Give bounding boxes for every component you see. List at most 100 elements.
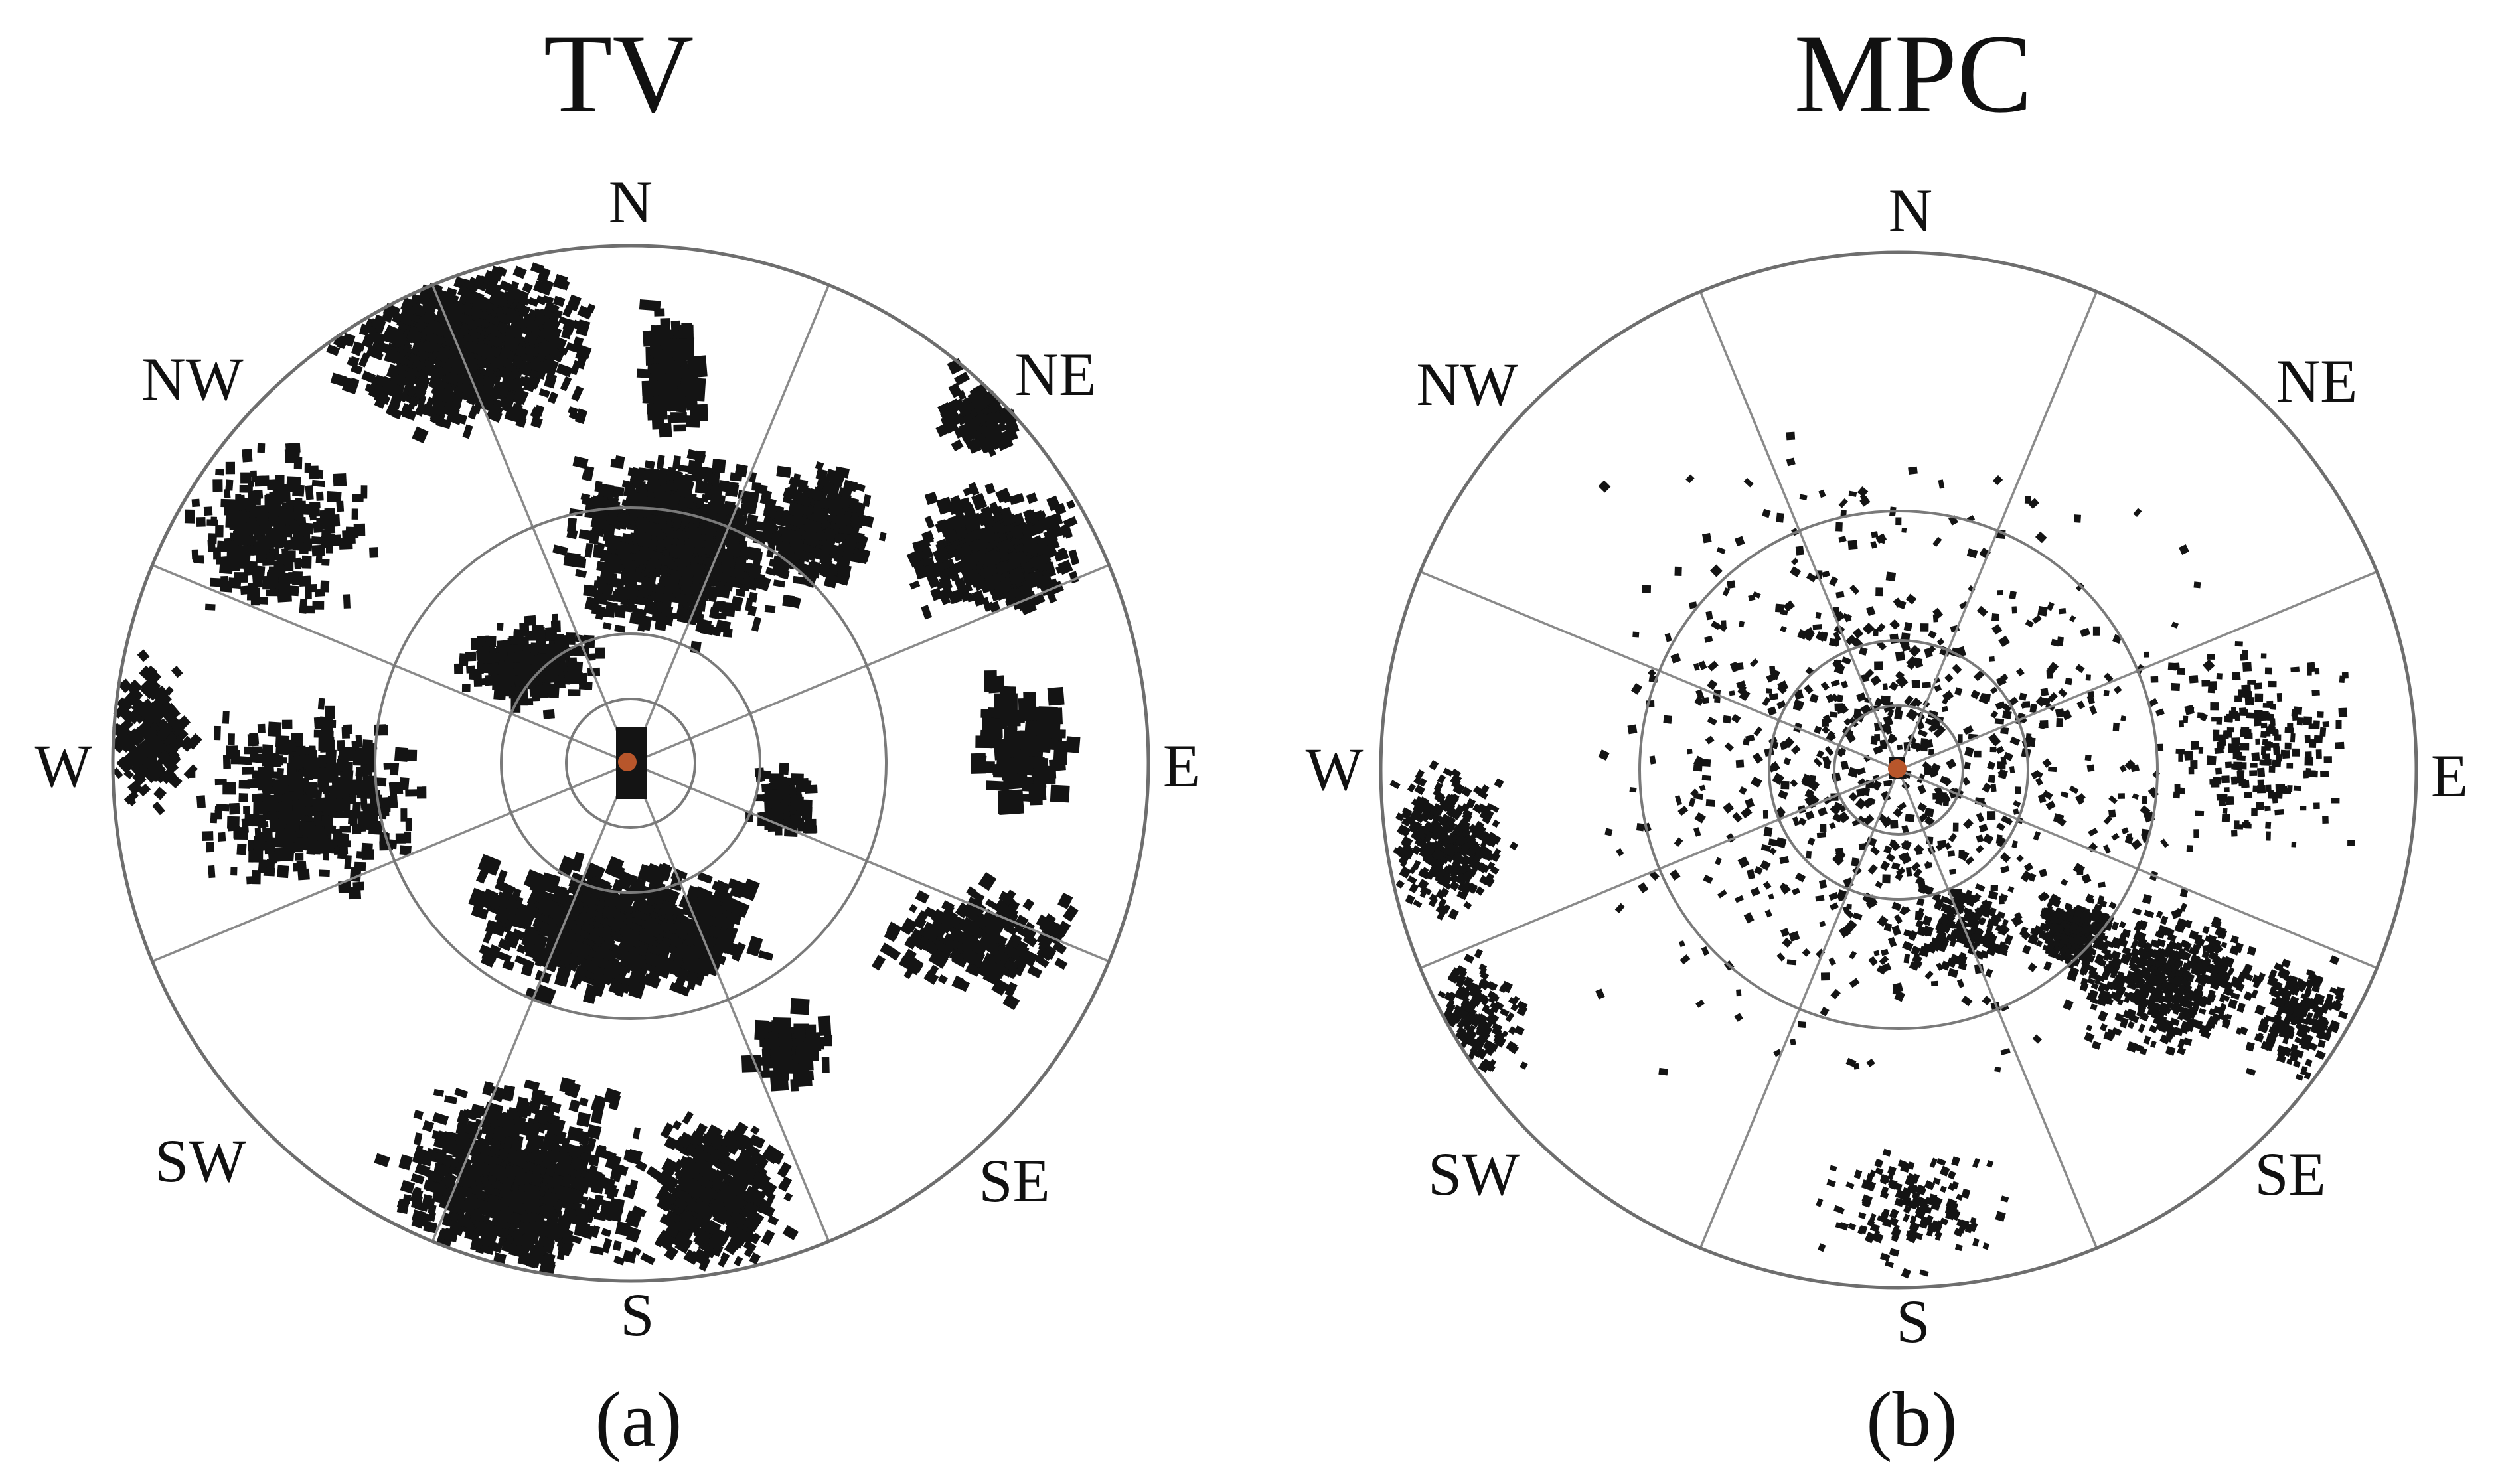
building-footprint: [757, 950, 774, 961]
building-footprint: [444, 1095, 458, 1104]
building-footprint: [275, 566, 283, 575]
building-footprint: [734, 463, 748, 478]
building-footprint: [358, 352, 370, 368]
building-footprint: [286, 815, 301, 826]
building-footprint: [676, 388, 684, 406]
building-footprint: [433, 1088, 445, 1097]
building-footprint: [210, 516, 218, 526]
building-footprint: [330, 372, 347, 387]
building-footprint: [153, 786, 167, 800]
building-footprint: [196, 795, 206, 808]
building-footprint: [535, 295, 547, 306]
building-footprint: [672, 519, 682, 529]
building-footprint: [329, 522, 336, 534]
building-footprint: [352, 494, 364, 502]
building-footprint: [726, 541, 741, 555]
building-footprint: [240, 472, 252, 484]
building-footprint: [412, 426, 429, 444]
building-footprint: [578, 1097, 589, 1107]
building-footprint: [369, 547, 379, 558]
building-footprint: [651, 611, 666, 623]
building-footprint: [612, 490, 620, 499]
building-footprint: [722, 628, 733, 638]
building-footprint: [314, 757, 327, 768]
building-footprint: [389, 762, 400, 776]
building-footprint: [676, 540, 685, 553]
building-footprint: [414, 1132, 423, 1146]
building-footprint: [309, 502, 321, 509]
building-footprint: [321, 815, 333, 827]
building-footprint: [565, 552, 581, 567]
building-footprint: [225, 745, 238, 760]
building-footprint: [253, 489, 264, 500]
building-footprint: [171, 666, 183, 678]
building-footprint: [299, 524, 308, 534]
building-footprint: [252, 521, 260, 529]
building-footprint: [252, 475, 265, 482]
building-footprint: [238, 780, 251, 789]
building-footprint: [214, 725, 221, 741]
building-footprint: [292, 484, 305, 497]
building-footprint: [299, 575, 311, 587]
building-footprint: [265, 493, 276, 508]
building-footprint: [238, 793, 248, 802]
building-footprint: [571, 385, 584, 402]
building-footprint: [284, 742, 297, 753]
building-footprint: [242, 766, 254, 775]
building-footprint: [389, 394, 402, 410]
building-footprint: [206, 842, 214, 853]
building-footprint: [614, 605, 627, 619]
building-footprint: [558, 346, 569, 356]
building-footprint: [283, 842, 295, 853]
building-footprint: [344, 769, 354, 784]
building-footprint: [299, 754, 309, 763]
building-footprint: [680, 578, 692, 591]
building-footprint: [639, 546, 652, 561]
building-footprint: [238, 534, 250, 544]
building-footprint: [339, 841, 347, 853]
building-footprint: [724, 500, 736, 512]
building-footprint: [764, 605, 776, 613]
panel-a-tv: TV N NE E SE S SW W NW (a): [35, 11, 1201, 1463]
building-footprint: [552, 295, 566, 307]
building-footprint: [591, 603, 602, 615]
building-footprint: [217, 832, 226, 842]
building-footprint: [191, 549, 199, 560]
building-footprint: [225, 479, 234, 491]
building-footprint: [230, 867, 238, 876]
building-footprint: [327, 491, 342, 503]
building-footprint: [311, 536, 325, 545]
building-footprint: [284, 557, 292, 569]
building-footprint: [262, 828, 273, 842]
building-footprint: [321, 559, 330, 566]
building-footprint: [353, 749, 367, 765]
building-footprint: [773, 579, 786, 588]
building-footprint: [921, 605, 933, 620]
building-footprint: [233, 826, 240, 839]
building-footprint: [337, 739, 345, 751]
building-footprint: [213, 547, 221, 560]
building-footprint: [613, 588, 629, 603]
building-footprint: [294, 806, 303, 816]
building-footprint: [314, 589, 325, 597]
building-footprint: [589, 1245, 605, 1256]
building-footprint: [305, 588, 312, 599]
building-footprint: [266, 479, 277, 490]
building-footprint: [333, 473, 347, 487]
building-footprint: [909, 580, 921, 590]
building-footprint: [247, 733, 259, 747]
building-footprint: [315, 555, 323, 563]
building-footprint: [293, 457, 303, 470]
panel-a-building-footprints: [112, 262, 1081, 1275]
building-footprint: [432, 1112, 449, 1126]
building-footprint: [657, 491, 670, 504]
building-footprint: [248, 583, 258, 597]
building-footprint: [295, 852, 304, 861]
building-footprint: [633, 1127, 641, 1140]
building-footprint: [325, 546, 333, 554]
building-footprint: [336, 500, 345, 512]
building-footprint: [706, 488, 722, 500]
building-footprint: [601, 1228, 612, 1238]
building-footprint: [496, 869, 508, 885]
building-footprint: [191, 498, 200, 508]
